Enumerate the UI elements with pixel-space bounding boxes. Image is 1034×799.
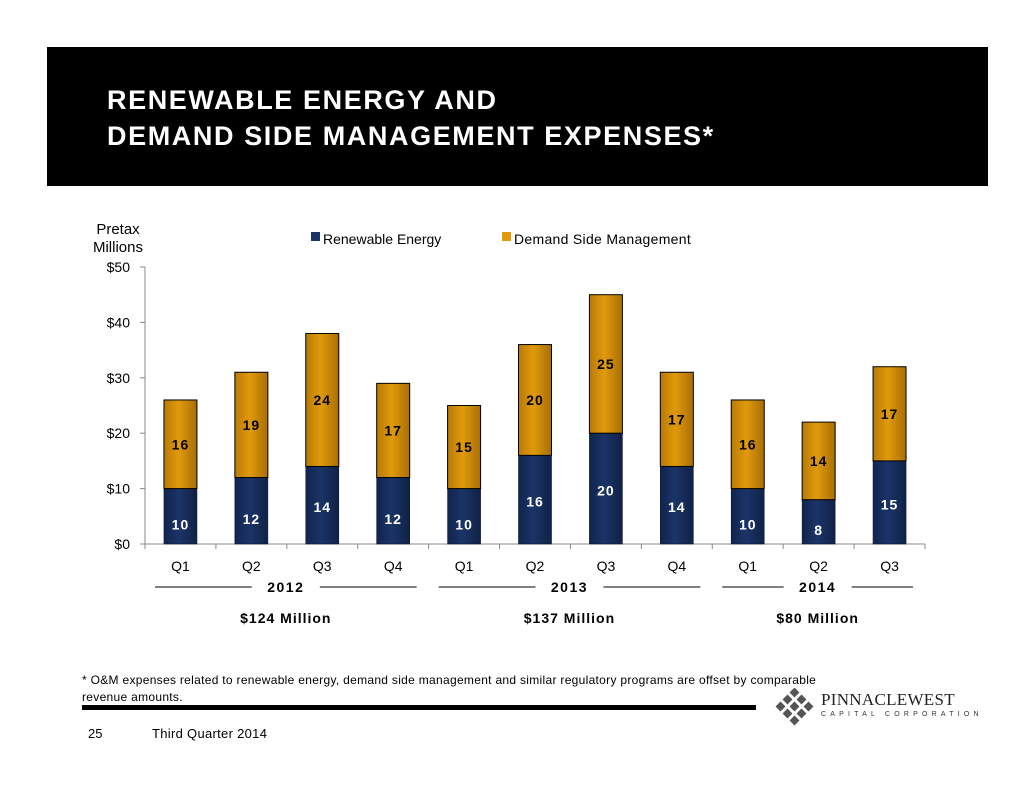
year-label: 2013 [551, 579, 588, 595]
legend-label-dsm: Demand Side Management [514, 231, 691, 247]
x-tick-label: Q2 [526, 558, 545, 574]
data-label-dsm: 25 [597, 356, 615, 372]
x-tick-label: Q1 [171, 558, 190, 574]
bar-renewable [234, 477, 269, 545]
x-tick-label: Q3 [597, 558, 616, 574]
y-tick-label: $10 [107, 481, 131, 497]
bar-dsm [376, 382, 411, 479]
x-tick-label: Q3 [880, 558, 899, 574]
legend-swatch-dsm [502, 232, 511, 241]
year-label: 2014 [799, 579, 836, 595]
footer-text: Third Quarter 2014 [152, 726, 268, 741]
y-tick-label: $20 [107, 425, 131, 441]
bar-renewable [518, 455, 552, 545]
y-tick-label: $40 [107, 314, 131, 330]
x-tick-label: Q4 [667, 558, 686, 574]
data-label-dsm: 20 [526, 392, 544, 408]
year-total: $124 Million [240, 610, 331, 626]
data-label-dsm: 17 [881, 406, 899, 422]
bar-renewable [163, 488, 198, 545]
data-label-renewable: 16 [526, 494, 544, 510]
data-label-renewable: 12 [384, 511, 402, 527]
data-label-renewable: 8 [814, 522, 823, 538]
x-tick-label: Q2 [242, 558, 261, 574]
bar-dsm [447, 405, 482, 490]
bar-renewable [305, 466, 340, 545]
data-label-dsm: 19 [243, 417, 261, 433]
logo-subtitle: CAPITAL CORPORATION [821, 711, 983, 718]
legend-label-renewable: Renewable Energy [323, 231, 441, 247]
data-label-dsm: 24 [313, 392, 331, 408]
bar-renewable [589, 432, 623, 545]
x-tick-label: Q3 [313, 558, 332, 574]
bar-dsm [730, 399, 765, 490]
year-label: 2012 [267, 579, 304, 595]
bar-dsm [163, 399, 198, 490]
x-tick-label: Q2 [809, 558, 828, 574]
bar-dsm [801, 421, 836, 501]
y-tick-label: $30 [107, 370, 131, 386]
data-label-dsm: 15 [455, 439, 473, 455]
title-bar: RENEWABLE ENERGY AND DEMAND SIDE MANAGEM… [47, 47, 988, 186]
title-line-1: RENEWABLE ENERGY AND [107, 85, 498, 115]
x-tick-label: Q1 [455, 558, 474, 574]
legend-swatch-renewable [311, 232, 320, 241]
logo-diamonds-icon [775, 687, 814, 726]
bar-renewable [730, 488, 765, 545]
bar-renewable [376, 477, 410, 545]
year-total: $137 Million [524, 610, 615, 626]
y-axis-label-line-2: Millions [93, 239, 143, 256]
page-number: 25 [88, 726, 103, 741]
data-label-dsm: 17 [384, 422, 402, 438]
data-label-dsm: 17 [668, 411, 686, 427]
data-label-renewable: 12 [243, 511, 261, 527]
data-label-dsm: 16 [172, 436, 190, 452]
data-label-renewable: 10 [455, 516, 473, 532]
bar-dsm [872, 366, 907, 462]
bar-dsm [588, 294, 623, 434]
x-tick-label: Q4 [384, 558, 403, 574]
y-tick-label: $0 [114, 536, 130, 552]
footer-rule [82, 705, 756, 710]
data-label-renewable: 15 [881, 496, 899, 512]
data-label-dsm: 16 [739, 436, 757, 452]
logo-name: PINNACLEWEST [821, 690, 955, 709]
y-axis-label-line-1: Pretax [96, 221, 140, 238]
company-logo: PINNACLEWEST CAPITAL CORPORATION [772, 687, 979, 728]
data-label-renewable: 10 [172, 516, 190, 532]
data-label-renewable: 14 [668, 499, 686, 515]
bar-renewable [447, 488, 481, 545]
x-tick-label: Q1 [738, 558, 757, 574]
bar-dsm [234, 371, 269, 479]
data-label-renewable: 14 [313, 499, 331, 515]
year-total: $80 Million [776, 610, 859, 626]
data-label-renewable: 20 [597, 483, 615, 499]
y-tick-label: $50 [107, 259, 131, 275]
bar-dsm [305, 332, 340, 467]
data-label-renewable: 10 [739, 516, 757, 532]
footnote: * O&M expenses related to renewable ener… [82, 673, 817, 704]
bar-dsm [518, 344, 552, 456]
data-label-dsm: 14 [810, 453, 828, 469]
title-line-2: DEMAND SIDE MANAGEMENT EXPENSES* [107, 121, 715, 151]
bar-dsm [659, 371, 694, 467]
